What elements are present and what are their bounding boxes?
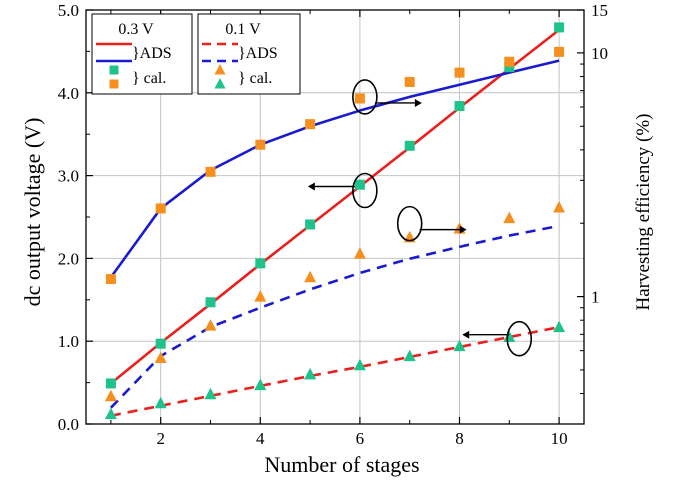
y-axis-right-title: Harvesting efficiency (%) <box>633 114 654 311</box>
data-point-square <box>354 93 365 104</box>
annotation-ellipse <box>352 79 378 115</box>
data-point-square <box>354 179 365 190</box>
legend-line-label: }ADS <box>238 45 278 62</box>
series-line-0 <box>110 28 560 385</box>
data-point-square <box>454 67 465 78</box>
data-point-square <box>155 338 166 349</box>
data-point-square <box>554 22 565 33</box>
data-point-triangle <box>503 211 516 224</box>
data-point-triangle <box>453 339 466 352</box>
legend-marker-triangle <box>214 64 226 75</box>
data-point-square <box>105 378 116 389</box>
legend-box <box>197 13 301 95</box>
data-point-square <box>504 62 515 73</box>
y-right-tick-label: 10 <box>591 44 608 63</box>
y-left-tick-label: 1.0 <box>58 332 79 351</box>
data-point-square <box>205 297 216 308</box>
annotations <box>307 79 533 357</box>
annotation-ellipse <box>506 320 533 357</box>
y-right-tick-label: 15 <box>591 1 608 20</box>
data-point-triangle <box>353 358 366 371</box>
x-tick-label: 8 <box>455 429 464 448</box>
y-axis-left-title: dc output voltage (V) <box>20 118 45 307</box>
x-tick-label: 10 <box>551 429 568 448</box>
legend-marker-triangle <box>214 78 226 89</box>
annotation-arrow-head <box>459 225 467 234</box>
x-tick-label: 4 <box>256 429 265 448</box>
data-point-square <box>105 274 116 285</box>
y-right-tick-label: 1 <box>591 288 600 307</box>
annotation-arrow-head <box>307 182 315 191</box>
x-tick-label: 6 <box>356 429 365 448</box>
series-line-5 <box>109 224 560 409</box>
y-left-tick-label: 5.0 <box>58 1 79 20</box>
data-point-square <box>554 46 565 57</box>
data-point-triangle <box>403 349 416 362</box>
data-point-triangle <box>204 387 217 400</box>
data-point-triangle <box>304 367 317 380</box>
data-point-triangle <box>104 407 117 420</box>
data-point-square <box>454 101 465 112</box>
legend-line-label: }ADS <box>132 45 172 62</box>
data-point-triangle <box>553 201 566 213</box>
legend-marker-square <box>109 79 119 89</box>
data-point-square <box>255 139 266 150</box>
data-point-triangle <box>503 330 516 343</box>
legend: 0.3 V }ADS } cal. 0.1 V }ADS } cal. <box>91 13 301 95</box>
y-left-tick-label: 3.0 <box>58 167 79 186</box>
legend-marker-label: } cal. <box>238 70 272 87</box>
annotation-ellipse <box>352 172 378 209</box>
data-point-triangle <box>553 320 566 333</box>
legend-title: 0.1 V <box>225 21 261 38</box>
series-line-4 <box>110 325 560 417</box>
y-left-tick-label: 0.0 <box>58 415 79 434</box>
series-group <box>104 22 566 420</box>
data-point-square <box>205 166 216 177</box>
series-line-1 <box>109 59 560 279</box>
data-point-square <box>404 140 415 151</box>
data-point-triangle <box>154 396 167 409</box>
data-point-triangle <box>353 247 366 259</box>
tick-labels: 2 4 6 8 10 0.0 1.0 2.0 3.0 4.0 5.0 1 10 15 <box>58 1 608 448</box>
data-point-square <box>305 119 316 130</box>
data-point-square <box>305 219 316 230</box>
data-point-triangle <box>304 270 317 283</box>
annotation-arrow-head <box>414 98 422 107</box>
x-axis-title: Number of stages <box>264 452 419 477</box>
legend-title: 0.3 V <box>118 21 154 38</box>
data-point-square <box>155 203 166 214</box>
data-point-triangle <box>204 319 217 331</box>
data-point-square <box>504 56 515 67</box>
data-point-square <box>404 76 415 87</box>
legend-box <box>91 13 193 95</box>
legend-marker-square <box>109 65 119 75</box>
y-left-tick-label: 4.0 <box>58 84 79 103</box>
data-point-square <box>255 258 266 269</box>
annotation-arrow-head <box>462 330 470 339</box>
data-point-triangle <box>104 389 117 402</box>
data-point-triangle <box>254 290 267 302</box>
x-tick-label: 2 <box>156 429 165 448</box>
data-point-triangle <box>254 378 267 391</box>
y-left-tick-label: 2.0 <box>58 249 79 268</box>
data-point-triangle <box>154 351 167 363</box>
legend-marker-label: } cal. <box>132 70 166 87</box>
annotation-ellipse <box>396 205 423 242</box>
